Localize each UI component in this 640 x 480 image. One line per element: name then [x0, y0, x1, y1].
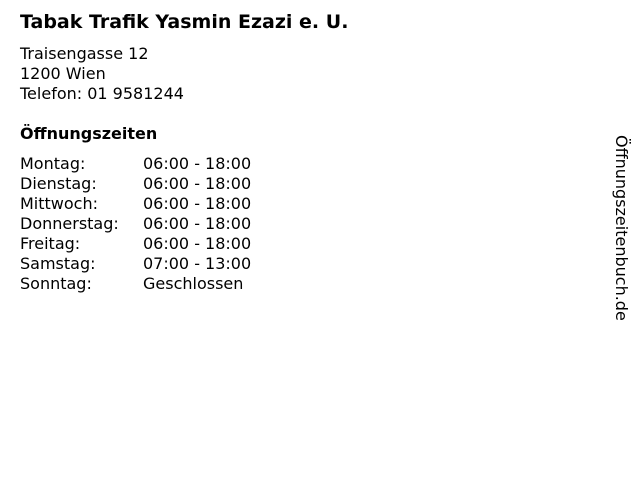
phone: Telefon: 01 9581244	[20, 84, 184, 103]
day: Sonntag:	[20, 274, 92, 293]
time: 07:00 - 13:00	[143, 254, 252, 273]
day: Mittwoch:	[20, 194, 98, 213]
hours-row: Dienstag: 06:00 - 18:00	[20, 174, 251, 194]
city: 1200 Wien	[20, 64, 106, 83]
day: Montag:	[20, 154, 86, 173]
time: 06:00 - 18:00	[143, 214, 252, 233]
time: 06:00 - 18:00	[143, 154, 252, 173]
hours-row: Montag: 06:00 - 18:00	[20, 154, 251, 174]
hours-list: Montag: 06:00 - 18:00 Dienstag: 06:00 - 18…	[20, 154, 251, 294]
time: Geschlossen	[143, 274, 244, 293]
day: Donnerstag:	[20, 214, 119, 233]
time: 06:00 - 18:00	[143, 174, 252, 193]
time: 06:00 - 18:00	[143, 234, 252, 253]
time: 06:00 - 18:00	[143, 194, 252, 213]
street: Traisengasse 12	[20, 44, 149, 63]
watermark: Öffnungszeitenbuch.de	[612, 135, 631, 321]
hours-row: Sonntag: Geschlossen	[20, 274, 251, 294]
hours-heading: Öffnungszeiten	[20, 124, 158, 143]
hours-row: Freitag: 06:00 - 18:00	[20, 234, 251, 254]
hours-row: Mittwoch: 06:00 - 18:00	[20, 194, 251, 214]
hours-row: Donnerstag: 06:00 - 18:00	[20, 214, 251, 234]
address: Traisengasse 12 1200 Wien Telefon: 01 95…	[20, 44, 184, 104]
business-name: Tabak Trafik Yasmin Ezazi e. U.	[20, 11, 349, 33]
day: Freitag:	[20, 234, 81, 253]
hours-row: Samstag: 07:00 - 13:00	[20, 254, 251, 274]
day: Dienstag:	[20, 174, 97, 193]
day: Samstag:	[20, 254, 96, 273]
